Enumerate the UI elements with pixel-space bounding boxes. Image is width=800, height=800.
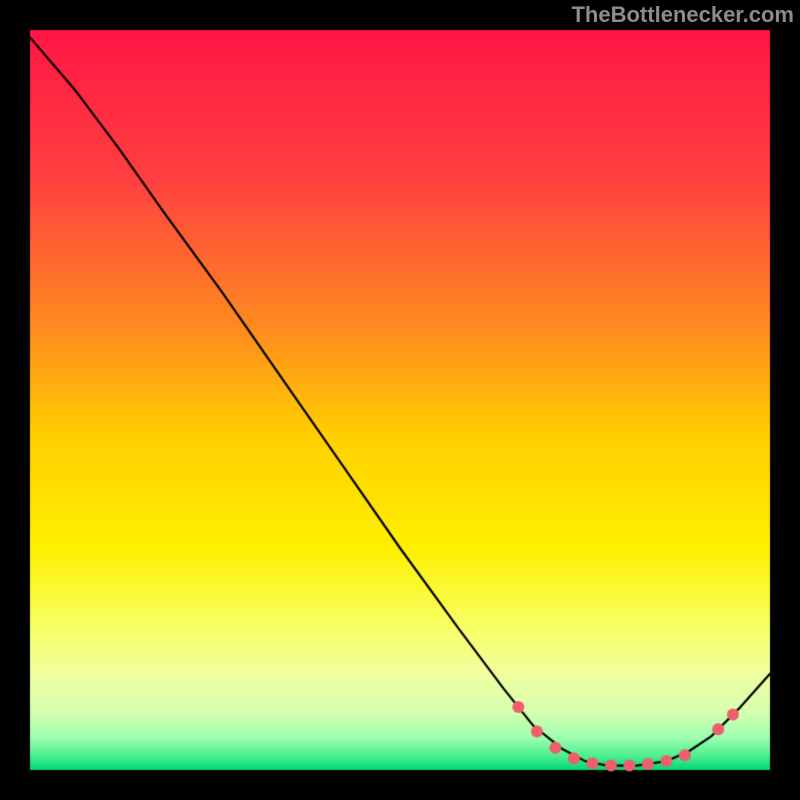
- chart-stage: TheBottlenecker.com: [0, 0, 800, 800]
- bottleneck-chart-canvas: [0, 0, 800, 800]
- watermark-text: TheBottlenecker.com: [571, 2, 794, 28]
